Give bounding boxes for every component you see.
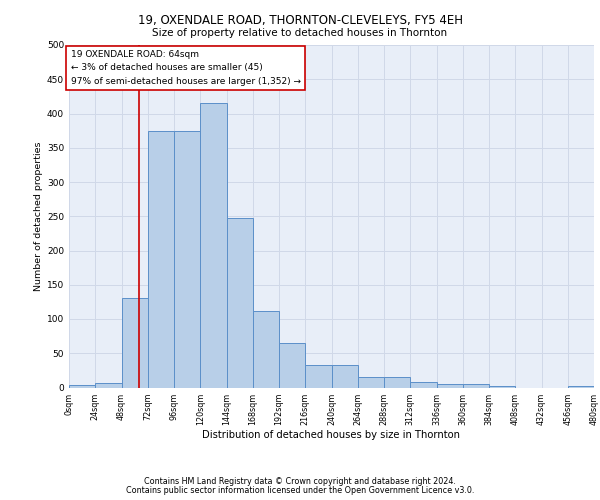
Text: Contains HM Land Registry data © Crown copyright and database right 2024.: Contains HM Land Registry data © Crown c… — [144, 477, 456, 486]
Bar — [489, 386, 515, 388]
Bar — [69, 385, 95, 388]
Bar — [95, 384, 121, 388]
Bar — [227, 218, 253, 388]
Bar — [253, 312, 279, 388]
Bar — [410, 382, 437, 388]
Bar — [437, 384, 463, 388]
Text: 19, OXENDALE ROAD, THORNTON-CLEVELEYS, FY5 4EH: 19, OXENDALE ROAD, THORNTON-CLEVELEYS, F… — [137, 14, 463, 27]
Y-axis label: Number of detached properties: Number of detached properties — [34, 142, 43, 291]
X-axis label: Distribution of detached houses by size in Thornton: Distribution of detached houses by size … — [203, 430, 461, 440]
Bar — [121, 298, 148, 388]
Bar — [200, 103, 227, 388]
Bar — [358, 377, 384, 388]
Bar — [148, 130, 174, 388]
Bar — [305, 365, 331, 388]
Text: Size of property relative to detached houses in Thornton: Size of property relative to detached ho… — [152, 28, 448, 38]
Bar — [384, 377, 410, 388]
Bar — [463, 384, 489, 388]
Bar — [331, 365, 358, 388]
Bar — [568, 386, 594, 388]
Text: Contains public sector information licensed under the Open Government Licence v3: Contains public sector information licen… — [126, 486, 474, 495]
Bar — [279, 343, 305, 388]
Text: 19 OXENDALE ROAD: 64sqm
← 3% of detached houses are smaller (45)
97% of semi-det: 19 OXENDALE ROAD: 64sqm ← 3% of detached… — [71, 50, 301, 86]
Bar — [174, 130, 200, 388]
